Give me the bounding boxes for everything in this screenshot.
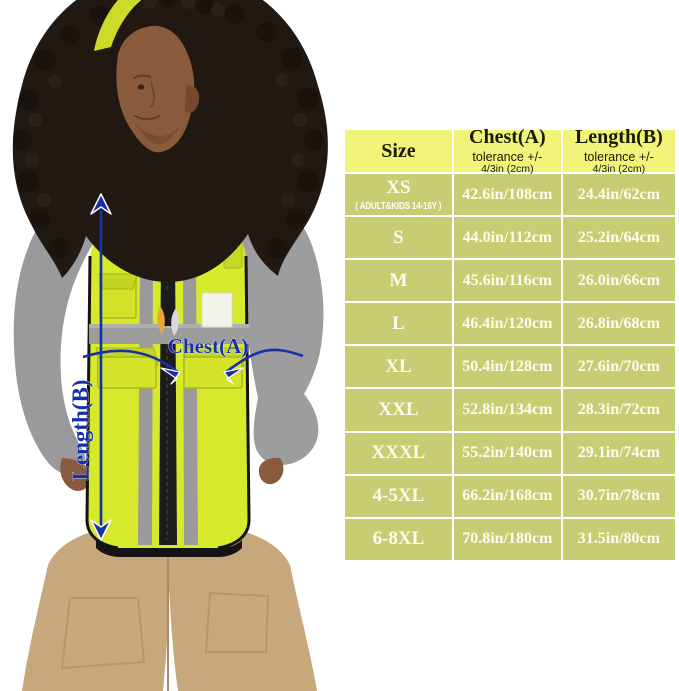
svg-text:Chest(A): Chest(A)	[168, 334, 248, 358]
svg-text:Length(B): Length(B)	[68, 380, 93, 481]
